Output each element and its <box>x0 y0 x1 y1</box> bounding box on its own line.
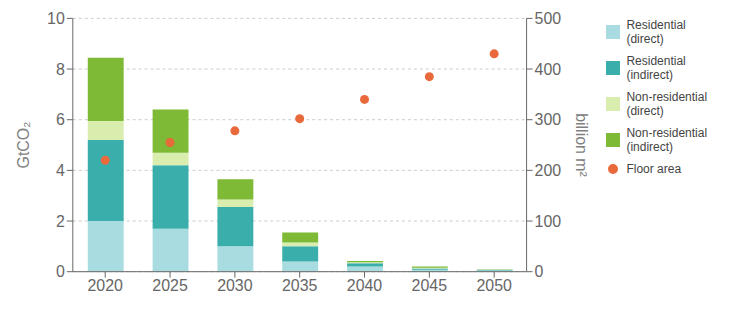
html-text:Residential (indirect): Residential (indirect) <box>626 54 686 82</box>
svg-text:10: 10 <box>47 10 65 27</box>
svg-text:2045: 2045 <box>412 277 448 294</box>
svg-text:0: 0 <box>535 263 544 280</box>
html-text:Residential (direct): Residential (direct) <box>626 18 686 46</box>
svg-text:100: 100 <box>535 213 562 230</box>
svg-text:400: 400 <box>535 61 562 78</box>
svg-text:2035: 2035 <box>282 277 318 294</box>
svg-text:2020: 2020 <box>87 277 123 294</box>
svg-text:2040: 2040 <box>347 277 383 294</box>
svg-text:2025: 2025 <box>152 277 188 294</box>
svg-text:GtCO₂: GtCO₂ <box>15 122 32 169</box>
html-text:Non-residential (direct): Non-residential (direct) <box>626 90 708 118</box>
svg-text:2030: 2030 <box>217 277 253 294</box>
svg-text:2050: 2050 <box>476 277 512 294</box>
svg-text:2: 2 <box>56 213 65 230</box>
svg-text:6: 6 <box>56 111 65 128</box>
svg-text:300: 300 <box>535 111 562 128</box>
svg-text:8: 8 <box>56 61 65 78</box>
svg-text:500: 500 <box>535 10 562 27</box>
svg-text:billion m²: billion m² <box>573 113 590 177</box>
html-text:Non-residential (indirect): Non-residential (indirect) <box>626 126 708 154</box>
html-text:Floor area: Floor area <box>626 162 682 176</box>
svg-text:0: 0 <box>56 263 65 280</box>
svg-text:200: 200 <box>535 162 562 179</box>
svg-text:4: 4 <box>56 162 65 179</box>
